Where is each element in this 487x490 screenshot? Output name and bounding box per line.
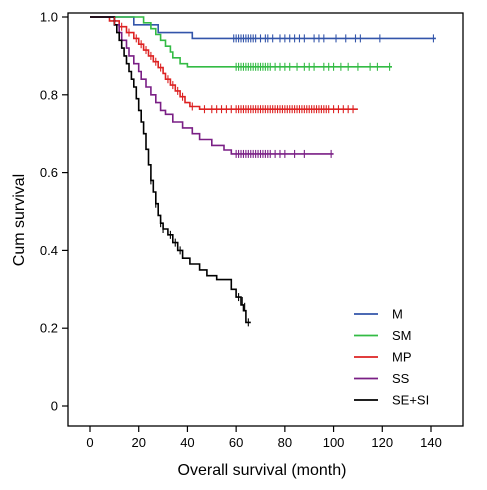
y-tick-label: 0.2 (40, 321, 58, 336)
legend-label: SS (392, 371, 410, 386)
legend-label: MP (392, 350, 412, 365)
curve-mp (90, 16, 358, 110)
y-tick-label: 0.4 (40, 243, 58, 258)
x-tick-label: 120 (371, 435, 393, 450)
y-tick-label: 0.6 (40, 165, 58, 180)
curve-ss (90, 16, 334, 155)
curve-sm (90, 16, 392, 68)
legend-label: SM (392, 328, 412, 343)
curve-m (90, 16, 436, 40)
survival-curves (90, 16, 436, 324)
legend-label: SE+SI (392, 393, 429, 408)
y-axis-title: Cum survival (11, 174, 28, 266)
axes: 0 20 40 60 80 100 120 140 0 0.2 0.4 0.6 0.8 1.0 (40, 10, 464, 450)
x-axis-title: Overall survival (month) (178, 462, 347, 479)
censor-marks (113, 16, 434, 327)
x-tick-label: 100 (323, 435, 345, 450)
x-tick-label: 140 (420, 435, 442, 450)
y-tick-label: 0.8 (40, 87, 58, 102)
legend: M SM MP SS SE+SI (354, 307, 429, 408)
legend-label: M (392, 307, 403, 322)
y-tick-label: 0 (51, 399, 58, 414)
y-tick-label: 1.0 (40, 10, 58, 25)
curve-se-si (90, 16, 251, 324)
x-tick-label: 20 (131, 435, 145, 450)
plot-frame (67, 12, 464, 427)
x-tick-label: 60 (229, 435, 243, 450)
x-tick-label: 80 (278, 435, 292, 450)
x-tick-label: 0 (86, 435, 93, 450)
x-tick-label: 40 (180, 435, 194, 450)
